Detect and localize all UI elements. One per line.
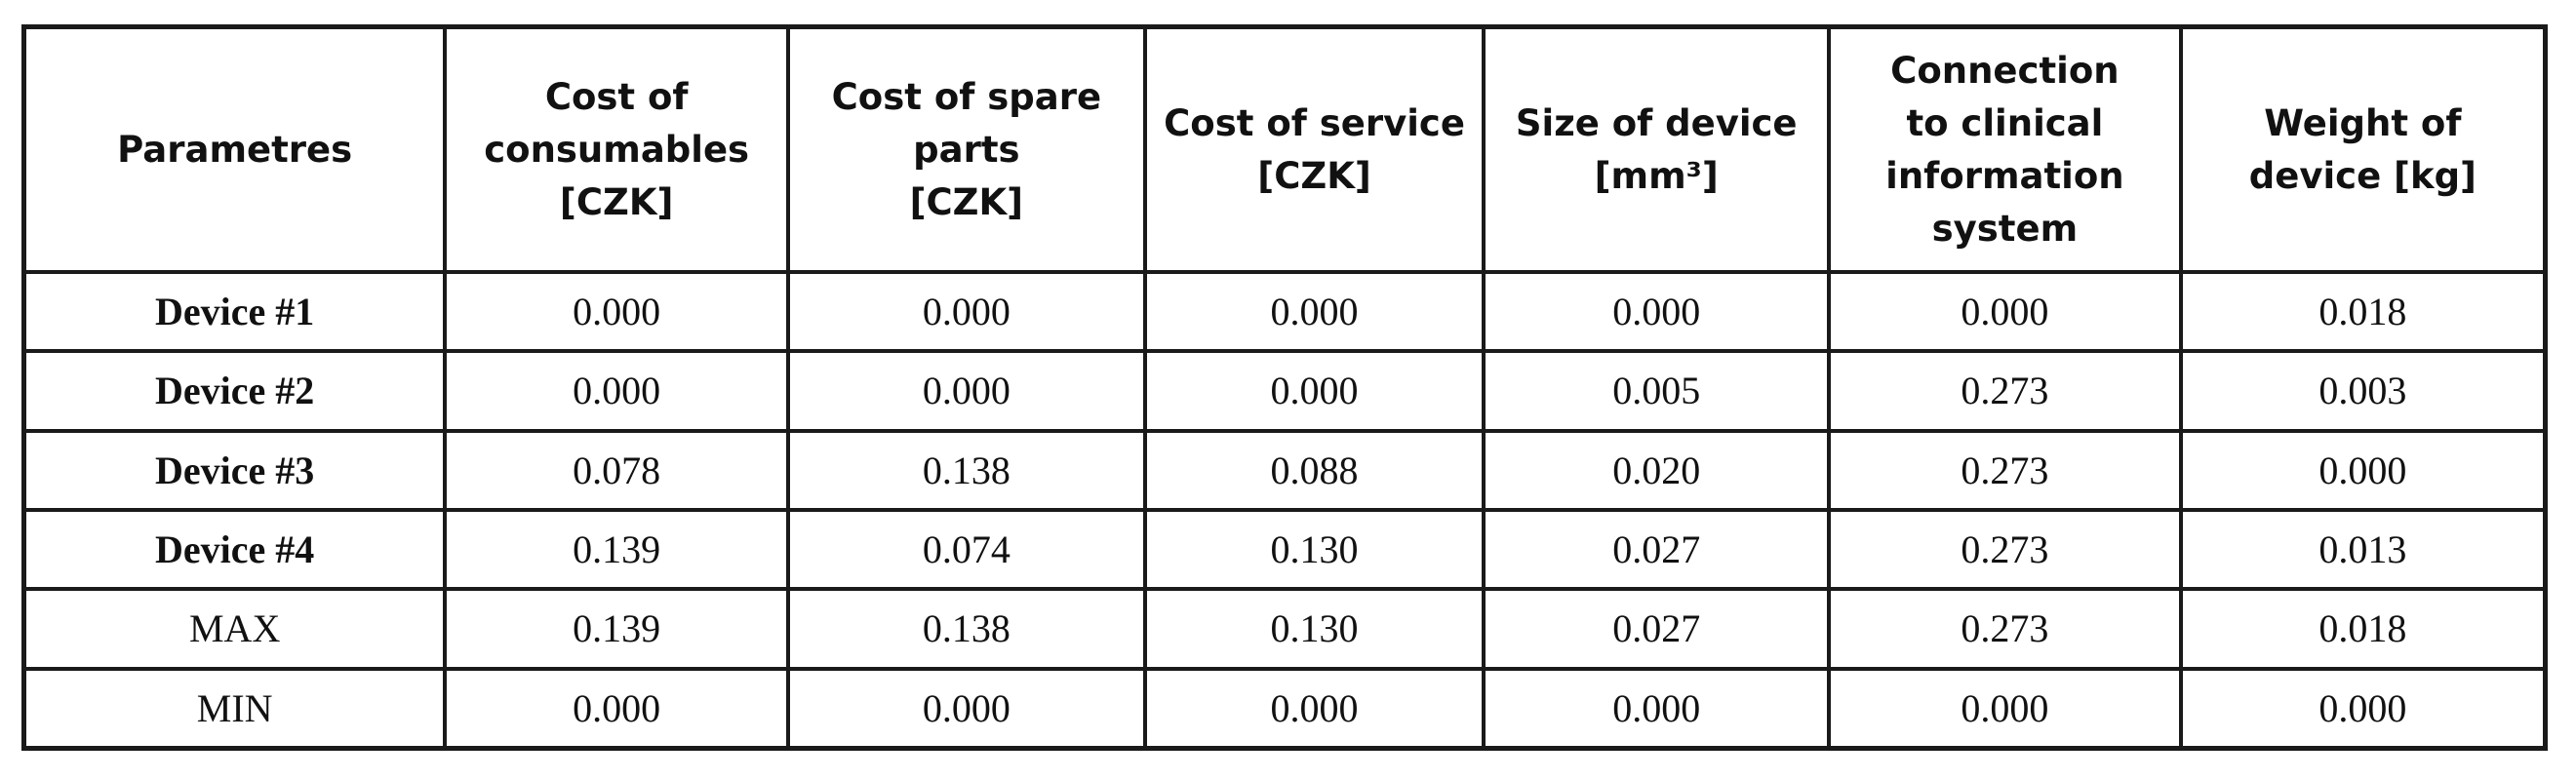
table-cell: 0.273	[1827, 507, 2183, 592]
row-label: Device #3	[21, 428, 448, 512]
table-cell: 0.130	[1142, 587, 1486, 671]
header-line: parts	[913, 128, 1020, 171]
table-cell: 0.139	[443, 507, 790, 592]
table-cell: 0.020	[1482, 428, 1832, 512]
header-cost-of-spare-parts: Cost of spare parts [CZK]	[786, 24, 1147, 274]
header-line: [CZK]	[559, 180, 674, 223]
row-label: Device #2	[21, 349, 448, 433]
table-cell: 0.273	[1827, 587, 2183, 671]
header-row: Parametres Cost of consumables [CZK] Cos…	[21, 24, 2548, 274]
table-cell: 0.000	[1142, 269, 1486, 354]
table-cell: 0.000	[2178, 666, 2548, 751]
header-line: Connection	[1890, 49, 2120, 92]
header-line: [CZK]	[909, 180, 1024, 223]
header-line: Size of device	[1515, 101, 1798, 144]
table-cell: 0.000	[2178, 428, 2548, 512]
table-cell: 0.000	[1482, 269, 1832, 354]
table-cell: 0.078	[443, 428, 790, 512]
parameters-table-container: Parametres Cost of consumables [CZK] Cos…	[21, 24, 2548, 751]
header-cost-of-consumables: Cost of consumables [CZK]	[443, 24, 790, 274]
table-cell: 0.018	[2178, 587, 2548, 671]
header-size-of-device: Size of device [mm³]	[1482, 24, 1832, 274]
header-connection-to-clinical-information-system: Connection to clinical information syste…	[1827, 24, 2183, 274]
table-cell: 0.000	[786, 349, 1147, 433]
header-line: Cost of service	[1164, 101, 1465, 144]
table-cell: 0.027	[1482, 587, 1832, 671]
parameters-table: Parametres Cost of consumables [CZK] Cos…	[21, 24, 2548, 751]
table-cell: 0.027	[1482, 507, 1832, 592]
row-label: MIN	[21, 666, 448, 751]
table-row-device-4: Device #4 0.139 0.074 0.130 0.027 0.273 …	[21, 507, 2548, 592]
table-cell: 0.018	[2178, 269, 2548, 354]
table-cell: 0.138	[786, 587, 1147, 671]
header-line: system	[1931, 207, 2079, 250]
header-line: Parametres	[117, 128, 353, 171]
table-cell: 0.138	[786, 428, 1147, 512]
table-cell: 0.000	[1142, 349, 1486, 433]
table-row-device-2: Device #2 0.000 0.000 0.000 0.005 0.273 …	[21, 349, 2548, 433]
table-cell: 0.000	[1142, 666, 1486, 751]
row-label: Device #4	[21, 507, 448, 592]
header-line: [CZK]	[1257, 154, 1371, 197]
header-line: device [kg]	[2248, 154, 2477, 197]
header-line: consumables	[484, 128, 750, 171]
header-line: Cost of	[544, 75, 689, 118]
table-row-min: MIN 0.000 0.000 0.000 0.000 0.000 0.000	[21, 666, 2548, 751]
table-cell: 0.000	[1827, 269, 2183, 354]
table-cell: 0.273	[1827, 428, 2183, 512]
header-cost-of-service: Cost of service [CZK]	[1142, 24, 1486, 274]
table-cell: 0.005	[1482, 349, 1832, 433]
table-cell: 0.088	[1142, 428, 1486, 512]
header-line: to clinical	[1906, 101, 2104, 144]
table-cell: 0.000	[786, 666, 1147, 751]
header-line: Weight of	[2264, 101, 2462, 144]
table-row-device-3: Device #3 0.078 0.138 0.088 0.020 0.273 …	[21, 428, 2548, 512]
table-cell: 0.013	[2178, 507, 2548, 592]
header-weight-of-device: Weight of device [kg]	[2178, 24, 2548, 274]
table-row-device-1: Device #1 0.000 0.000 0.000 0.000 0.000 …	[21, 269, 2548, 354]
table-cell: 0.074	[786, 507, 1147, 592]
table-cell: 0.000	[1827, 666, 2183, 751]
table-cell: 0.000	[786, 269, 1147, 354]
table-cell: 0.139	[443, 587, 790, 671]
header-line: Cost of spare	[831, 75, 1102, 118]
row-label: Device #1	[21, 269, 448, 354]
header-line: information	[1885, 154, 2124, 197]
table-cell: 0.000	[1482, 666, 1832, 751]
table-cell: 0.000	[443, 269, 790, 354]
row-label: MAX	[21, 587, 448, 671]
table-cell: 0.000	[443, 349, 790, 433]
table-cell: 0.000	[443, 666, 790, 751]
table-cell: 0.130	[1142, 507, 1486, 592]
table-row-max: MAX 0.139 0.138 0.130 0.027 0.273 0.018	[21, 587, 2548, 671]
header-parametres: Parametres	[21, 24, 448, 274]
table-cell: 0.273	[1827, 349, 2183, 433]
table-cell: 0.003	[2178, 349, 2548, 433]
header-line: [mm³]	[1594, 154, 1719, 197]
